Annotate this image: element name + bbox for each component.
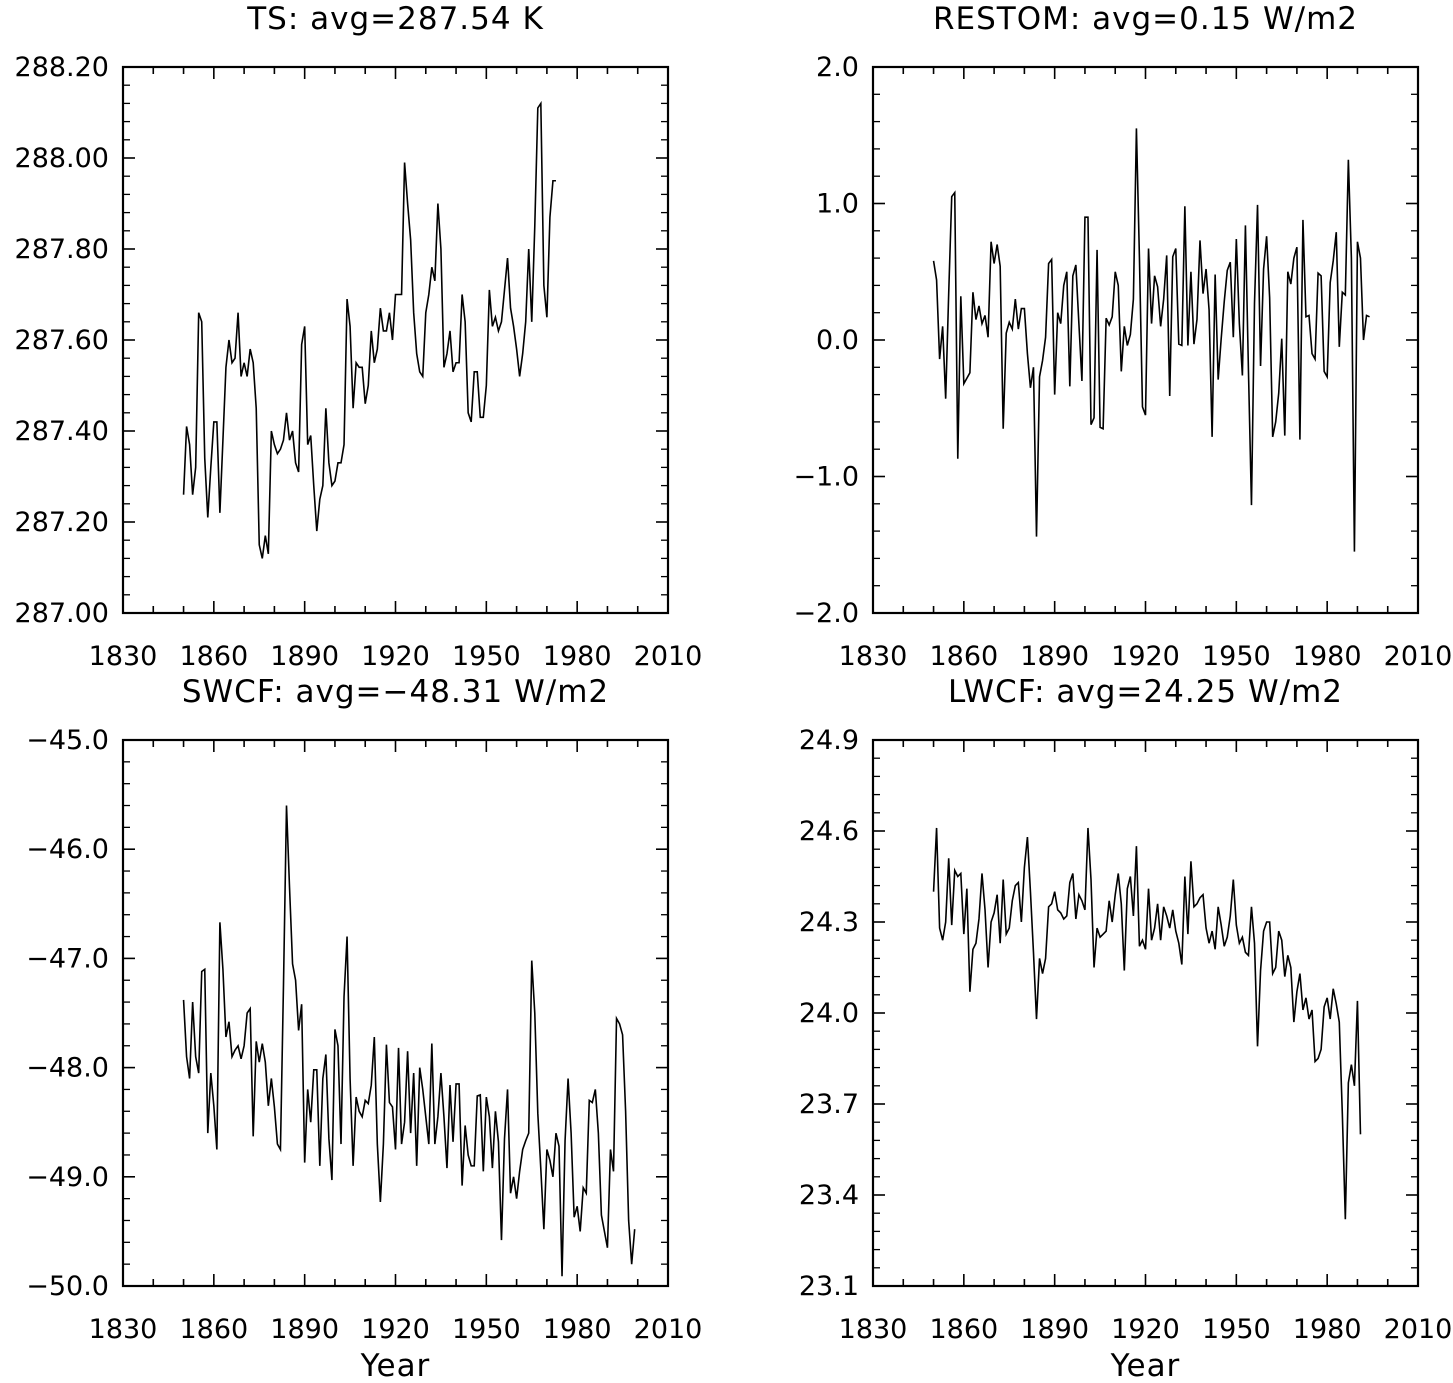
lwcf-y-tick-label: 24.0 bbox=[799, 998, 859, 1029]
lwcf-title: LWCF: avg=24.25 W/m2 bbox=[948, 674, 1343, 710]
ts-y-tick-label: 288.00 bbox=[15, 143, 109, 174]
restom-panel: RESTOM: avg=0.15 W/m2 1830 1860 1890 1920 19… bbox=[793, 1, 1452, 672]
lwcf-x-tick-label: 1860 bbox=[929, 1314, 998, 1345]
ts-y-tick-label: 287.20 bbox=[15, 507, 109, 538]
restom-series-line bbox=[932, 128, 1370, 552]
restom-y-tick-label: −1.0 bbox=[793, 462, 859, 493]
lwcf-plot-frame bbox=[871, 738, 1420, 1288]
swcf-x-tick-label: 2010 bbox=[634, 1314, 703, 1345]
restom-plot-frame bbox=[871, 65, 1420, 615]
lwcf-x-tick-label: 1980 bbox=[1293, 1314, 1362, 1345]
restom-y-tick-label: 1.0 bbox=[816, 189, 859, 220]
swcf-x-tick-label: 1830 bbox=[89, 1314, 158, 1345]
lwcf-x-axis-label: Year bbox=[1110, 1348, 1181, 1383]
lwcf-series-line bbox=[932, 827, 1362, 1220]
swcf-y-tick-label: −47.0 bbox=[26, 943, 109, 974]
ts-y-tick-label: 287.00 bbox=[15, 598, 109, 629]
ts-y-tick-label: 288.20 bbox=[15, 52, 109, 83]
ts-y-tick-label: 287.80 bbox=[15, 234, 109, 265]
swcf-series-line bbox=[182, 805, 636, 1277]
ts-title: TS: avg=287.54 K bbox=[246, 1, 544, 37]
swcf-plot-frame bbox=[121, 738, 670, 1288]
restom-x-tick-label: 1950 bbox=[1202, 641, 1271, 672]
restom-title: RESTOM: avg=0.15 W/m2 bbox=[933, 1, 1358, 37]
lwcf-panel: LWCF: avg=24.25 W/m2 Year 1830 1860 1890 19… bbox=[799, 674, 1452, 1383]
ts-x-tick-label: 1830 bbox=[89, 641, 158, 672]
lwcf-x-tick-label: 1890 bbox=[1020, 1314, 1089, 1345]
restom-y-tick-label: −2.0 bbox=[793, 598, 859, 629]
swcf-y-tick-label: −49.0 bbox=[26, 1162, 109, 1193]
restom-x-tick-label: 1830 bbox=[839, 641, 908, 672]
ts-x-tick-label: 1980 bbox=[543, 641, 612, 672]
restom-y-tick-label: 0.0 bbox=[816, 325, 859, 356]
swcf-y-tick-label: −50.0 bbox=[26, 1271, 109, 1302]
ts-x-tick-label: 1860 bbox=[179, 641, 248, 672]
swcf-y-tick-label: −45.0 bbox=[26, 725, 109, 756]
lwcf-y-tick-label: 23.1 bbox=[799, 1271, 859, 1302]
lwcf-x-tick-label: 1950 bbox=[1202, 1314, 1271, 1345]
swcf-panel: SWCF: avg=−48.31 W/m2 Year 1830 1860 1890 1… bbox=[26, 674, 702, 1383]
lwcf-y-tick-label: 24.6 bbox=[799, 816, 859, 847]
swcf-x-tick-label: 1950 bbox=[452, 1314, 521, 1345]
restom-x-tick-label: 1890 bbox=[1020, 641, 1089, 672]
ts-x-tick-label: 1950 bbox=[452, 641, 521, 672]
swcf-x-tick-label: 1920 bbox=[361, 1314, 430, 1345]
lwcf-y-tick-label: 23.4 bbox=[799, 1180, 859, 1211]
restom-x-tick-label: 1980 bbox=[1293, 641, 1362, 672]
ts-x-tick-label: 1890 bbox=[270, 641, 339, 672]
swcf-y-tick-label: −46.0 bbox=[26, 834, 109, 865]
swcf-y-tick-label: −48.0 bbox=[26, 1053, 109, 1084]
lwcf-y-tick-label: 23.7 bbox=[799, 1089, 859, 1120]
lwcf-x-tick-label: 2010 bbox=[1384, 1314, 1453, 1345]
swcf-title: SWCF: avg=−48.31 W/m2 bbox=[182, 674, 609, 710]
ts-panel: TS: avg=287.54 K 1830 1860 1890 1920 1950 198… bbox=[15, 1, 703, 672]
ts-y-tick-label: 287.40 bbox=[15, 416, 109, 447]
ts-x-tick-label: 2010 bbox=[634, 641, 703, 672]
lwcf-y-tick-label: 24.9 bbox=[799, 725, 859, 756]
restom-x-tick-label: 2010 bbox=[1384, 641, 1453, 672]
swcf-x-tick-label: 1860 bbox=[179, 1314, 248, 1345]
ts-plot-frame bbox=[121, 65, 670, 615]
lwcf-y-tick-label: 24.3 bbox=[799, 907, 859, 938]
restom-y-tick-label: 2.0 bbox=[816, 52, 859, 83]
ts-series-line bbox=[182, 100, 556, 559]
lwcf-x-tick-label: 1920 bbox=[1111, 1314, 1180, 1345]
swcf-x-axis-label: Year bbox=[360, 1348, 431, 1383]
ts-y-tick-label: 287.60 bbox=[15, 325, 109, 356]
restom-x-tick-label: 1920 bbox=[1111, 641, 1180, 672]
swcf-x-tick-label: 1980 bbox=[543, 1314, 612, 1345]
restom-x-tick-label: 1860 bbox=[929, 641, 998, 672]
lwcf-x-tick-label: 1830 bbox=[839, 1314, 908, 1345]
ts-x-tick-label: 1920 bbox=[361, 641, 430, 672]
swcf-x-tick-label: 1890 bbox=[270, 1314, 339, 1345]
